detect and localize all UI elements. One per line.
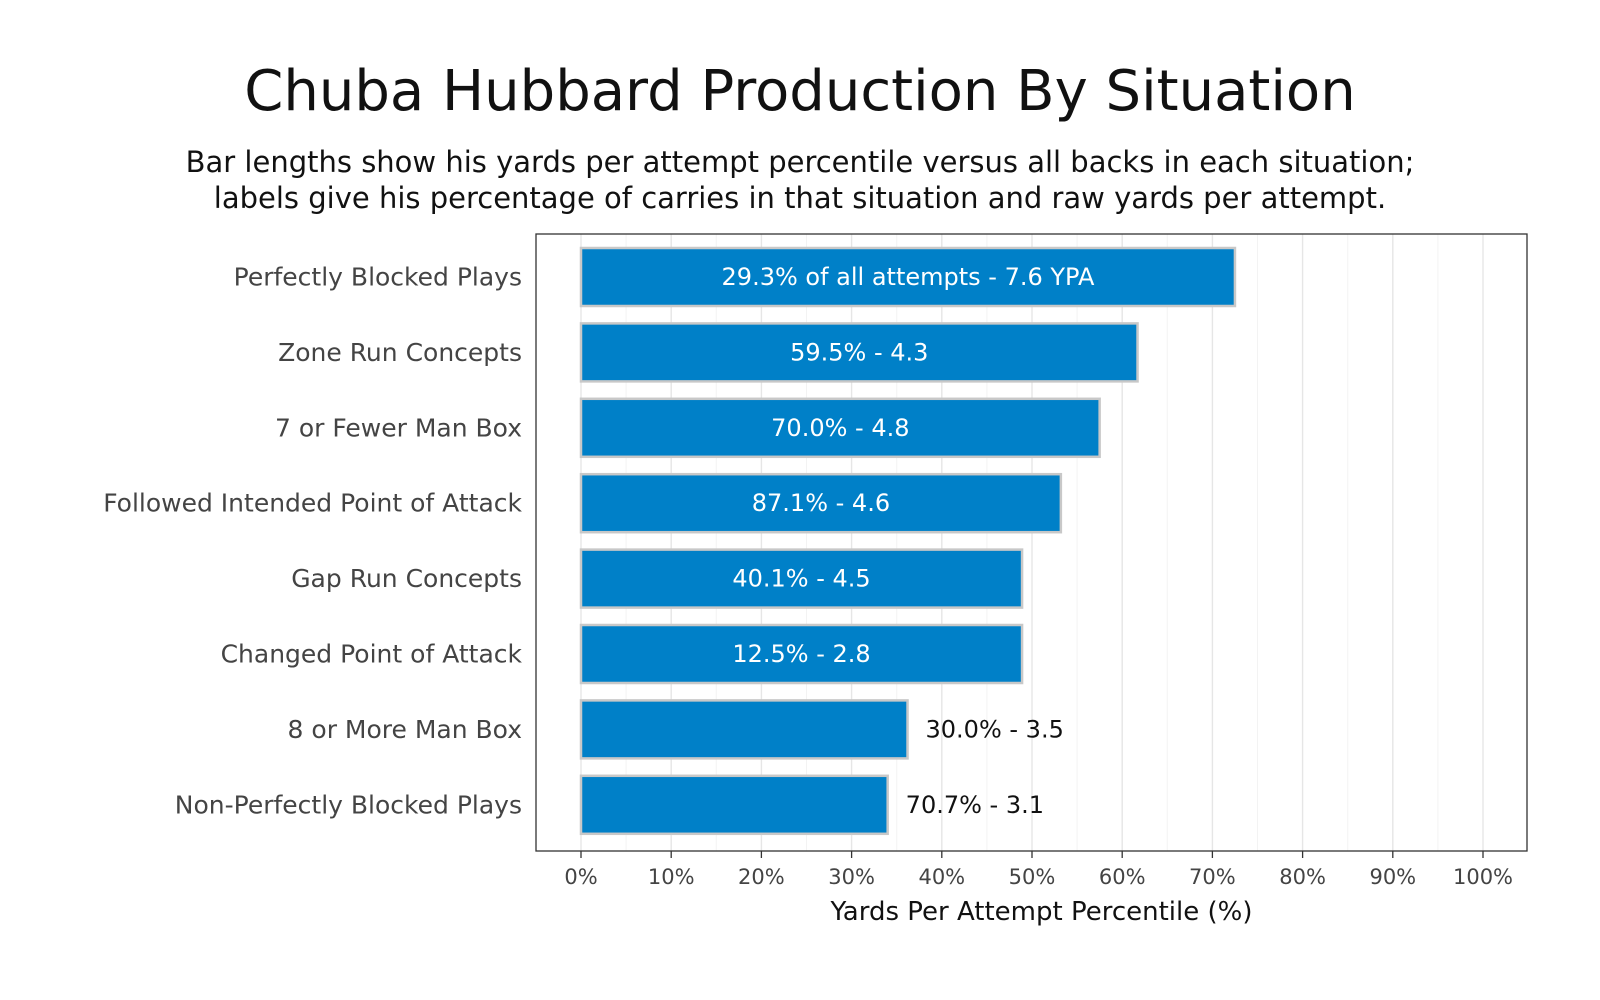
x-tick-label: 20% — [738, 865, 785, 889]
bar-data-label: 29.3% of all attempts - 7.6 YPA — [722, 263, 1095, 291]
bars: 29.3% of all attempts - 7.6 YPA 59.5% - 4… — [579, 246, 1237, 836]
x-tick-label: 40% — [918, 865, 965, 889]
x-tick-label: 10% — [648, 865, 695, 889]
bar — [579, 623, 1024, 685]
chart-subtitle-line-2: labels give his percentage of carries in… — [213, 181, 1387, 215]
bar-data-label: 40.1% - 4.5 — [732, 565, 870, 593]
category-label: Non-Perfectly Blocked Plays — [175, 790, 522, 819]
category-label: Zone Run Concepts — [278, 338, 522, 367]
bar-data-label: 30.0% - 3.5 — [926, 715, 1064, 743]
bar — [579, 774, 889, 836]
bar — [579, 472, 1063, 534]
x-tick-label: 30% — [828, 865, 875, 889]
x-tick-label: 50% — [1009, 865, 1056, 889]
category-label: Perfectly Blocked Plays — [234, 263, 522, 292]
x-tick-label: 60% — [1099, 865, 1146, 889]
x-tick-label: 0% — [564, 865, 597, 889]
bar — [579, 397, 1101, 459]
category-label: 8 or More Man Box — [288, 715, 522, 744]
category-label: 7 or Fewer Man Box — [275, 413, 522, 442]
bar — [579, 246, 1237, 308]
bar-data-label: 87.1% - 4.6 — [752, 489, 890, 517]
chart-subtitle-line-1: Bar lengths show his yards per attempt p… — [185, 145, 1415, 179]
x-tick-label: 70% — [1189, 865, 1236, 889]
bar-data-label: 59.5% - 4.3 — [790, 338, 928, 366]
bar — [579, 699, 909, 760]
bar-data-label: 70.0% - 4.8 — [771, 414, 909, 442]
x-tick-label: 80% — [1279, 865, 1326, 889]
category-label: Followed Intended Point of Attack — [103, 489, 522, 518]
category-label: Gap Run Concepts — [291, 564, 522, 593]
chart-title: Chuba Hubbard Production By Situation — [244, 59, 1356, 124]
bar — [579, 322, 1139, 383]
bar-data-label: 70.7% - 3.1 — [906, 791, 1044, 819]
bar-data-label: 12.5% - 2.8 — [732, 640, 870, 668]
category-labels: Perfectly Blocked Plays Zone Run Concepts… — [103, 263, 522, 820]
x-tick-label: 90% — [1369, 865, 1416, 889]
x-axis-title: Yards Per Attempt Percentile (%) — [829, 897, 1252, 927]
bar — [579, 548, 1024, 609]
x-axis-ticks: 0% 10% 20% 30% 40% 50% 60% 70% 80% 90% 100% — [564, 851, 1513, 889]
category-label: Changed Point of Attack — [221, 640, 523, 669]
x-tick-label: 100% — [1453, 865, 1513, 889]
